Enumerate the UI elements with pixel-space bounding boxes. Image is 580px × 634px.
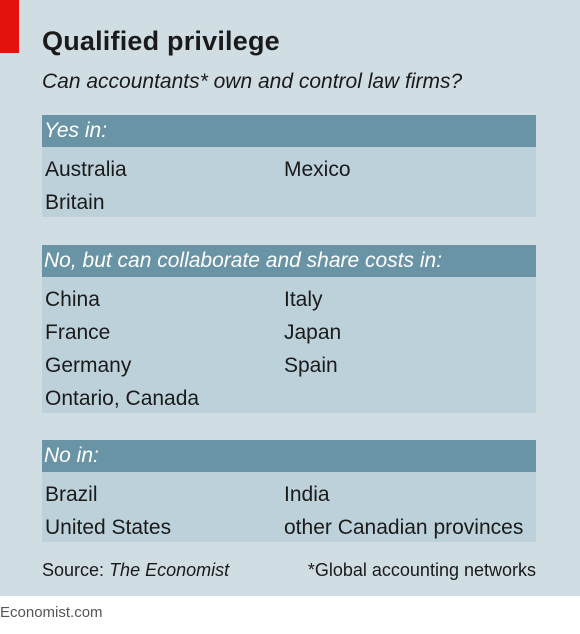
source-label: Source: (42, 560, 105, 580)
section-header-collaborate: No, but can collaborate and share costs … (42, 245, 536, 277)
list-item: Britain (45, 191, 105, 214)
section-body-yes: Australia Britain Mexico (42, 147, 536, 217)
page-title: Qualified privilege (42, 26, 280, 56)
footnote: *Global accounting networks (307, 560, 536, 580)
source-note: Source: The Economist (42, 560, 229, 581)
list-item: Spain (284, 354, 338, 377)
section-header-no: No in: (42, 440, 536, 472)
list-item: Ontario, Canada (45, 387, 200, 410)
brand-credit[interactable]: Economist.com (0, 604, 103, 621)
list-item: France (45, 321, 111, 344)
section-body-collaborate: China France Germany Ontario, Canada Ita… (42, 277, 536, 413)
list-item: Japan (284, 321, 342, 344)
list-item: India (284, 483, 330, 506)
list-item: China (45, 288, 100, 311)
graphic-panel: Qualified privilege Can accountants* own… (0, 0, 580, 596)
list-item: Brazil (45, 483, 98, 506)
red-accent-bar (0, 0, 19, 53)
list-item: United States (45, 516, 172, 539)
list-item: Germany (45, 354, 132, 377)
page-subtitle: Can accountants* own and control law fir… (42, 70, 463, 93)
list-item: other Canadian provinces (284, 516, 524, 539)
section-body-no: Brazil United States India other Canadia… (42, 472, 536, 542)
list-item: Mexico (284, 158, 351, 181)
section-header-yes: Yes in: (42, 115, 536, 147)
source-name: The Economist (109, 560, 230, 580)
list-item: Australia (45, 158, 127, 181)
list-item: Italy (284, 288, 323, 311)
